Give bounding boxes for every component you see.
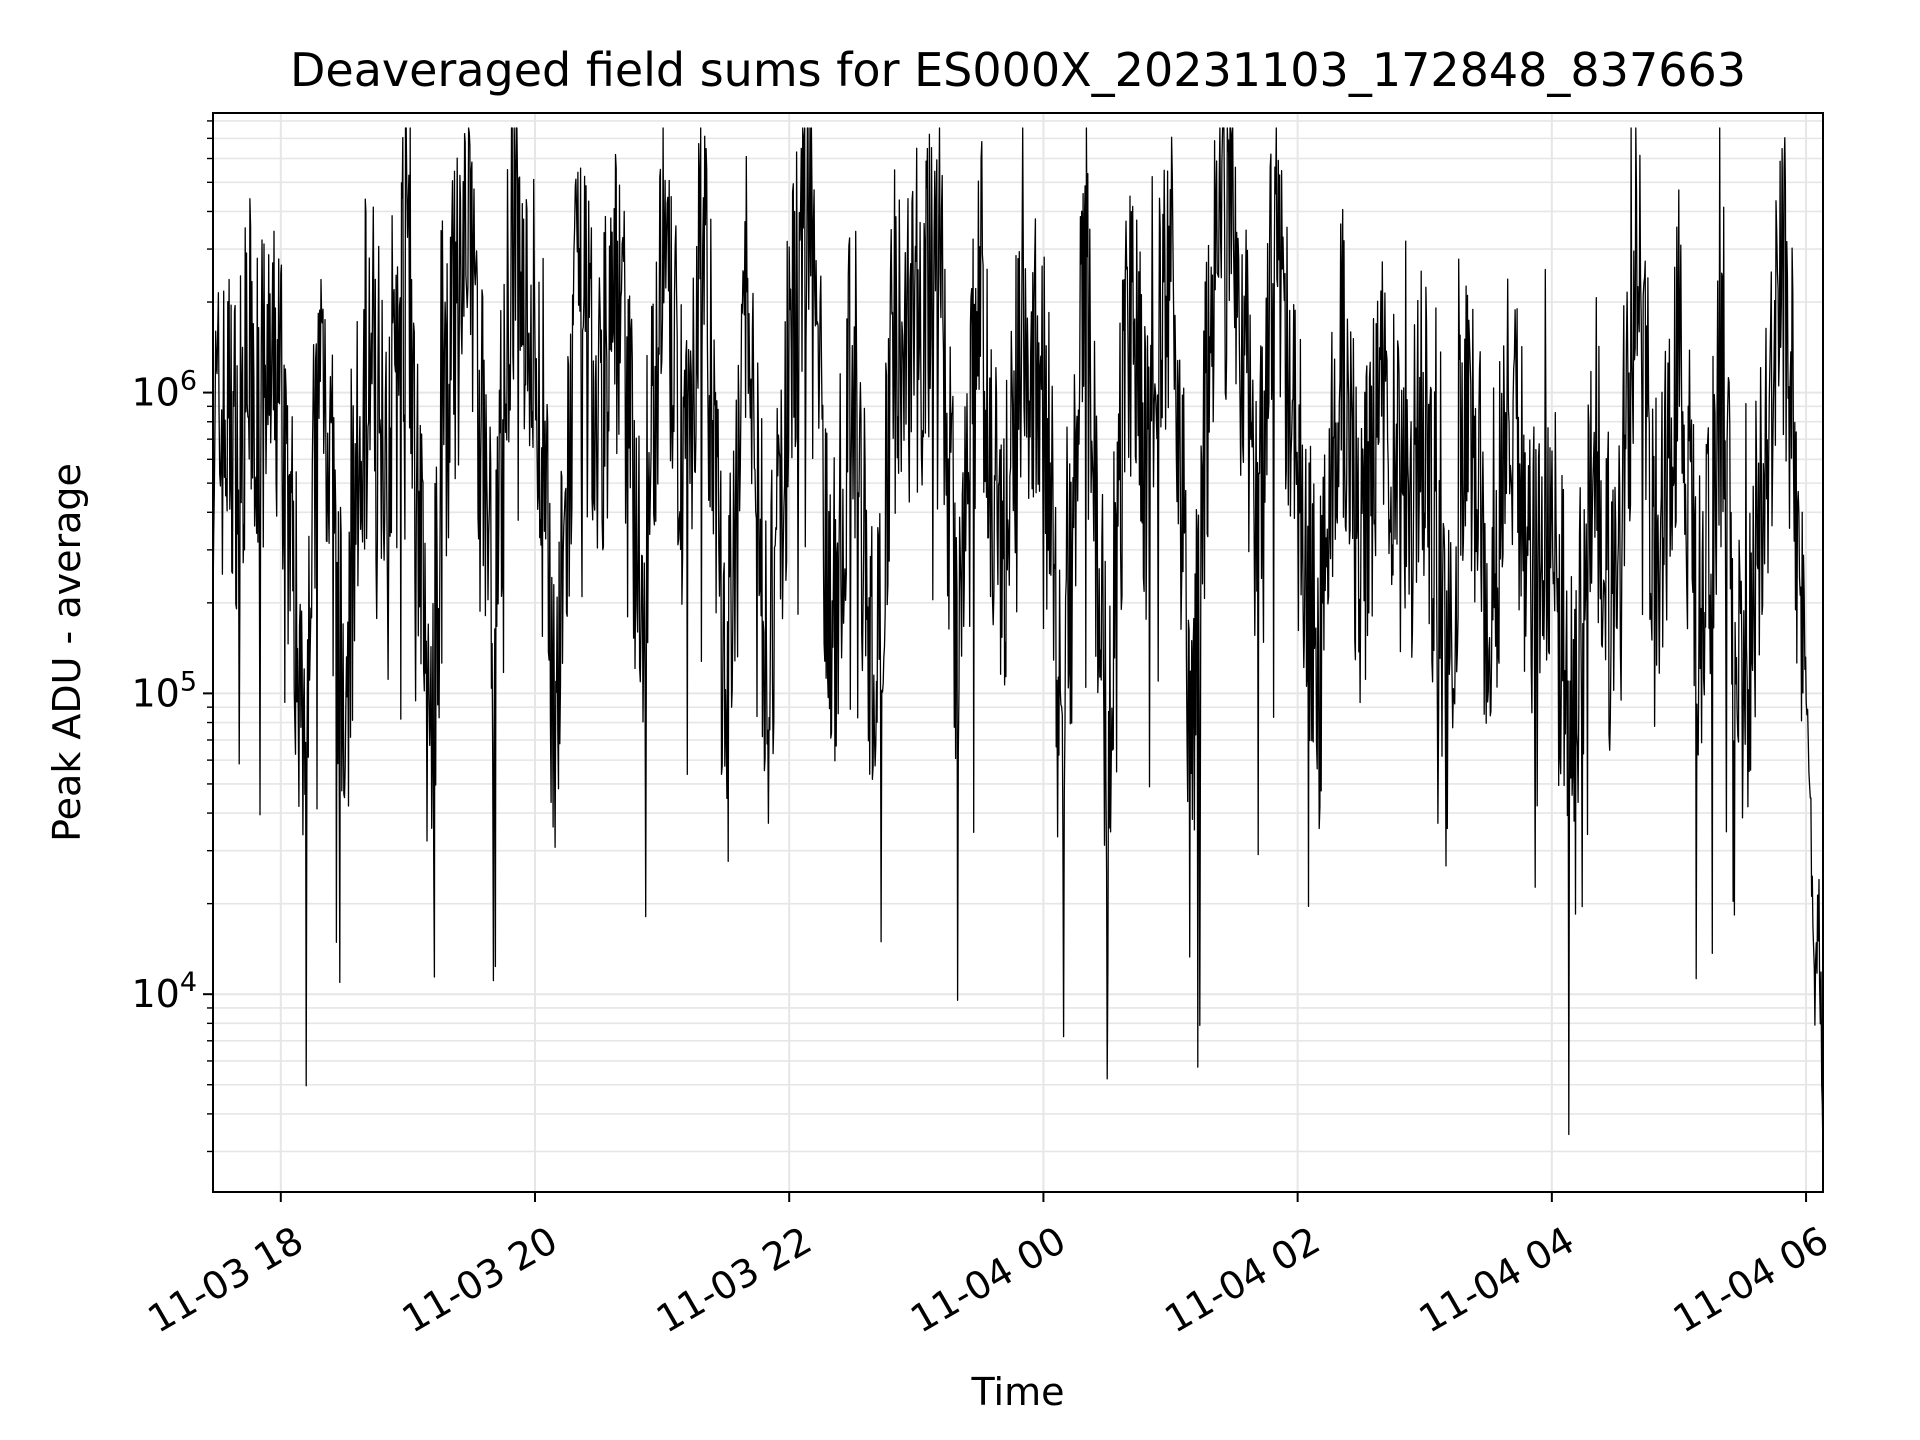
x-axis-label: Time [971, 1370, 1065, 1414]
plot-frame [212, 112, 1824, 1193]
y-axis-label: Peak ADU - average [45, 463, 89, 842]
y-tick-label: 105 [131, 666, 197, 715]
chart-title: Deaveraged field sums for ES000X_2023110… [290, 43, 1746, 97]
y-axis: 104 105 106 [131, 120, 213, 1153]
y-tick-label: 106 [131, 366, 197, 415]
y-tick-label: 104 [131, 967, 197, 1016]
series-line [212, 127, 1824, 1157]
plot-area [212, 127, 1824, 1157]
